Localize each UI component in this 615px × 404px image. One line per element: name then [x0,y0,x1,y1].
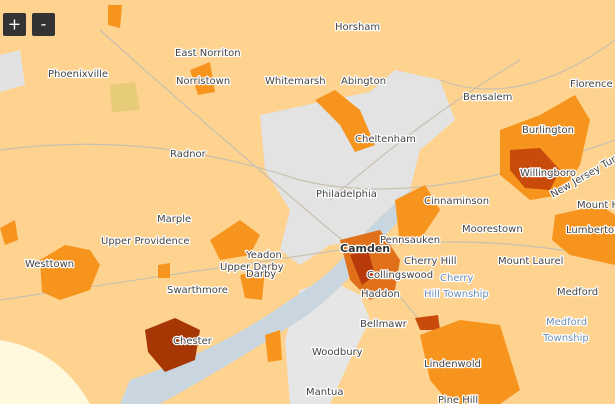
place-label: Florence [570,79,613,90]
river [120,190,420,404]
place-label: Phoenixville [48,69,108,80]
place-label: Upper Darby [220,262,284,273]
region [190,62,215,95]
place-label: Radnor [170,149,207,160]
land-uncovered [0,340,90,404]
place-label: Mount Laurel [498,256,563,267]
place-label: Pine Hill [438,395,478,404]
place-label: Medford [557,287,598,298]
place-label: Haddon [361,289,400,300]
place-label: Woodbury [312,347,363,358]
region [158,263,170,278]
region [420,320,520,404]
place-label: Darby [246,269,276,280]
zoom-out-button[interactable]: - [32,13,55,36]
place-label: Chester [173,336,213,347]
region [145,318,200,372]
place-label: Bensalem [463,92,512,103]
region [415,315,440,330]
place-label: Whitemarsh [265,76,326,87]
place-label: Hill Township [424,289,489,300]
region [350,250,375,285]
region [510,148,560,190]
region [395,185,440,245]
region [265,330,282,362]
button-bg [3,13,26,36]
region [110,82,140,112]
place-label: Township [542,333,589,344]
philadelphia [260,70,455,265]
place-label: Swarthmore [167,285,228,296]
place-label: Yeadon [245,250,282,261]
place-label: Collingswood [367,270,433,281]
region [240,270,265,300]
region [315,90,375,152]
region [40,245,100,300]
place-label: Mount H [577,200,615,211]
place-label: Pennsauken [380,235,440,246]
road [439,39,615,90]
place-label: Camden [340,242,390,255]
area-gray [0,50,25,92]
place-label: Medford [546,317,587,328]
place-label: Lindenwold [424,359,481,370]
place-labels: Horsham East Norriton Phoenixville Norri… [24,21,615,404]
button-bg [32,13,55,36]
place-label: Moorestown [462,224,523,235]
place-label: Cinnaminson [424,196,489,207]
place-label: Upper Providence [101,236,190,247]
region [210,220,260,260]
place-label: Cherry Hill [404,256,456,267]
choropleth [0,5,615,404]
region [0,220,18,245]
place-label: Lumberton [566,225,615,236]
place-label: Willingboro [520,168,576,179]
place-label: Burlington [522,125,574,136]
region [552,205,615,265]
place-label: Norristown [176,76,230,87]
place-label: Cheltenham [355,134,416,145]
place-label: Westtown [25,259,74,270]
place-label: Marple [157,214,191,225]
place-label: Bellmawr [360,319,408,330]
zoom-in-button[interactable]: + [3,13,26,36]
place-label: East Norriton [175,48,241,59]
place-label: Philadelphia [316,189,377,200]
place-label: Abington [341,76,386,87]
region [108,5,122,28]
zoom-in-label: + [8,15,21,34]
place-label: Horsham [335,22,380,33]
road [0,241,615,301]
zoom-out-label: - [41,15,47,34]
place-label: Mantua [306,387,343,398]
place-label: Cherry [440,273,474,284]
road [329,59,521,201]
